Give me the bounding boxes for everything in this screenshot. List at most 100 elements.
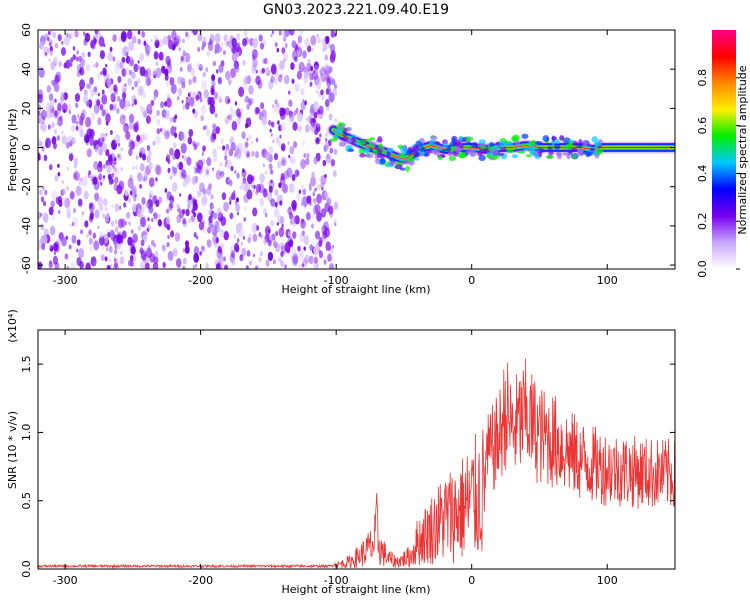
ridge-blob <box>521 133 529 139</box>
y-tick-label: 60 <box>20 23 33 37</box>
noise-blob <box>41 109 47 120</box>
noise-blob <box>212 167 215 172</box>
noise-blob <box>314 203 321 215</box>
noise-blob <box>131 185 138 196</box>
noise-blob <box>277 140 282 147</box>
noise-blob <box>139 152 142 158</box>
noise-blob <box>72 54 76 61</box>
ridge-blob <box>454 141 462 146</box>
colorbar-tick-label: 0.0 <box>696 260 709 278</box>
noise-blob <box>140 239 145 247</box>
noise-blob <box>246 103 250 110</box>
noise-blob <box>305 117 308 121</box>
noise-blob <box>214 113 218 118</box>
noise-blob <box>148 161 153 170</box>
noise-blob <box>138 87 142 93</box>
noise-blob <box>131 229 134 234</box>
noise-blob <box>254 264 260 269</box>
noise-blob <box>99 104 104 111</box>
noise-blob <box>310 121 316 133</box>
noise-blob <box>92 63 96 68</box>
noise-blob <box>125 99 130 108</box>
noise-blob <box>115 59 122 69</box>
noise-blob <box>143 40 147 46</box>
noise-blob <box>231 52 238 63</box>
noise-blob <box>68 33 72 39</box>
noise-blob <box>248 135 252 140</box>
noise-blob <box>102 67 107 76</box>
noise-blob <box>139 247 144 255</box>
noise-blob <box>212 60 216 67</box>
noise-blob <box>61 130 64 135</box>
noise-blob <box>100 181 103 186</box>
noise-blob <box>69 31 74 39</box>
noise-blob <box>139 163 145 172</box>
noise-blob <box>97 72 101 79</box>
noise-blob <box>57 34 62 42</box>
noise-blob <box>228 114 233 121</box>
noise-blob <box>268 163 273 170</box>
noise-blob <box>210 194 214 200</box>
noise-blob <box>252 37 259 48</box>
noise-blob <box>81 211 84 216</box>
figure-title: GN03.2023.221.09.40.E19 <box>263 2 449 18</box>
ridge-blob <box>486 153 491 158</box>
noise-blob <box>75 125 79 131</box>
noise-blob <box>121 68 127 77</box>
spectrogram-x-ticks: -300 -200 -100 0 100 <box>53 30 618 287</box>
noise-blob <box>288 113 295 123</box>
noise-blob <box>246 250 251 257</box>
noise-blob <box>102 213 106 219</box>
noise-blob <box>100 71 103 76</box>
noise-blob <box>129 255 134 262</box>
noise-blob <box>280 73 283 79</box>
noise-blob <box>60 47 66 56</box>
noise-blob <box>113 165 119 176</box>
noise-blob <box>180 131 187 142</box>
y-tick-label: -40 <box>20 217 33 235</box>
noise-blob <box>273 207 280 218</box>
noise-blob <box>176 95 180 101</box>
noise-blob <box>310 35 317 46</box>
y-tick-label: 20 <box>20 101 33 115</box>
noise-blob <box>292 253 299 264</box>
noise-blob <box>204 124 208 130</box>
noise-blob <box>143 174 148 182</box>
noise-blob <box>281 158 286 166</box>
noise-blob <box>41 145 45 152</box>
colorbar-label: Normalized spectral amplitude <box>736 65 749 234</box>
noise-blob <box>182 179 188 188</box>
noise-blob <box>201 79 208 91</box>
noise-blob <box>280 173 285 181</box>
noise-blob <box>258 256 262 263</box>
noise-blob <box>156 128 161 135</box>
noise-blob <box>78 248 85 259</box>
ridge-blob <box>397 144 404 149</box>
noise-blob <box>38 67 45 78</box>
noise-blob <box>251 63 258 75</box>
noise-blob <box>49 259 52 264</box>
noise-blob <box>164 74 169 81</box>
noise-blob <box>74 93 81 103</box>
noise-blob <box>297 35 303 44</box>
noise-blob <box>306 157 311 165</box>
noise-blob <box>315 78 322 90</box>
noise-blob <box>76 121 79 125</box>
noise-blob <box>78 178 83 186</box>
noise-blob <box>271 30 275 35</box>
noise-blob <box>140 30 145 38</box>
noise-blob <box>190 215 195 223</box>
noise-blob <box>188 92 191 98</box>
noise-blob <box>89 88 95 97</box>
noise-blob <box>109 104 114 111</box>
noise-blob <box>228 179 233 187</box>
noise-blob <box>104 256 108 262</box>
noise-blob <box>40 212 43 217</box>
noise-blob <box>215 250 219 256</box>
noise-blob <box>287 141 290 145</box>
noise-blob <box>333 83 338 90</box>
noise-blob <box>137 78 141 84</box>
noise-blob <box>113 249 118 255</box>
noise-blob <box>155 199 160 208</box>
noise-blob <box>97 117 102 126</box>
